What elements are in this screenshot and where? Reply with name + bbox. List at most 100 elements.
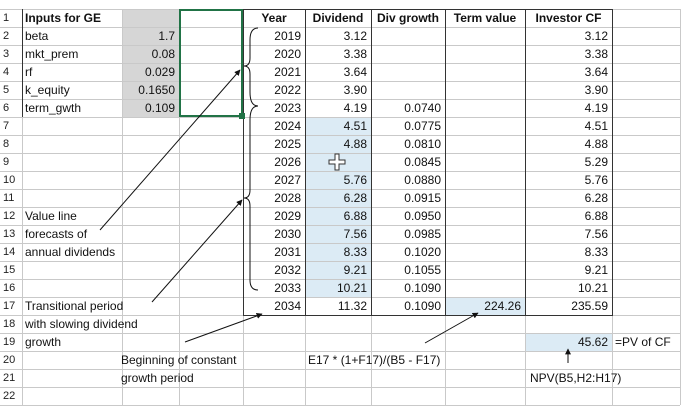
row-number[interactable]: 20 <box>3 354 16 366</box>
dividend-cell[interactable]: 3.38 <box>343 47 367 61</box>
investor-cf-cell[interactable]: 235.59 <box>571 299 608 313</box>
row-number[interactable]: 17 <box>3 300 16 312</box>
row-number[interactable]: 8 <box>3 138 10 150</box>
dividend-cell[interactable]: 3.12 <box>343 29 367 43</box>
investor-cf-cell[interactable]: 6.28 <box>584 191 608 205</box>
row-number[interactable]: 7 <box>3 120 10 132</box>
div-growth-cell[interactable]: 0.1090 <box>404 281 441 295</box>
year-cell[interactable]: 2028 <box>274 191 301 205</box>
row-number[interactable]: 4 <box>3 66 10 78</box>
term-value-cell[interactable]: 224.26 <box>484 299 521 313</box>
investor-cf-cell[interactable]: 7.56 <box>584 227 608 241</box>
div-growth-cell[interactable]: 0.0880 <box>404 173 441 187</box>
div-growth-cell[interactable]: 0.1020 <box>404 245 441 259</box>
investor-cf-cell[interactable]: 3.90 <box>584 83 608 97</box>
input-label[interactable]: mkt_prem <box>25 47 79 61</box>
div-growth-cell[interactable]: 0.0915 <box>404 191 441 205</box>
year-cell[interactable]: 2027 <box>274 173 301 187</box>
input-value[interactable]: 0.1650 <box>138 83 175 97</box>
dividend-cell[interactable]: 10.21 <box>336 281 367 295</box>
row-number[interactable]: 2 <box>3 30 10 42</box>
year-cell[interactable]: 2022 <box>274 83 301 97</box>
row-number[interactable]: 5 <box>3 84 10 96</box>
row-number[interactable]: 14 <box>3 246 16 258</box>
div-growth-cell[interactable]: 0.0985 <box>404 227 441 241</box>
investor-cf-cell[interactable]: 4.51 <box>584 119 608 133</box>
investor-cf-cell[interactable]: 5.76 <box>584 173 608 187</box>
row-number[interactable]: 15 <box>3 264 16 276</box>
dividend-cell[interactable]: 4.88 <box>343 137 367 151</box>
div-growth-cell[interactable]: 0.1090 <box>404 299 441 313</box>
year-cell[interactable]: 2033 <box>274 281 301 295</box>
year-cell[interactable]: 2032 <box>274 263 301 277</box>
input-value[interactable]: 0.109 <box>144 101 175 115</box>
row-number[interactable]: 11 <box>3 192 15 204</box>
div-growth-cell[interactable]: 0.0845 <box>404 155 441 169</box>
year-cell[interactable]: 2026 <box>274 155 301 169</box>
row-number[interactable]: 3 <box>3 48 10 60</box>
div-growth-cell[interactable]: 0.0775 <box>404 119 441 133</box>
investor-cf-cell[interactable]: 3.12 <box>584 29 608 43</box>
investor-cf-cell[interactable]: 9.21 <box>584 263 608 277</box>
investor-cf-cell[interactable]: 5.29 <box>584 155 608 169</box>
row-number[interactable]: 1 <box>3 12 10 24</box>
year-cell[interactable]: 2034 <box>274 299 301 313</box>
investor-cf-cell[interactable]: 3.64 <box>584 65 608 79</box>
row-number[interactable]: 6 <box>3 102 10 114</box>
row-number[interactable]: 19 <box>3 336 16 348</box>
year-cell[interactable]: 2024 <box>274 119 301 133</box>
dividend-cell[interactable]: 6.88 <box>343 209 367 223</box>
row-number[interactable]: 10 <box>3 174 16 186</box>
dividend-cell[interactable]: 6.28 <box>343 191 367 205</box>
year-cell[interactable]: 2031 <box>274 245 301 259</box>
dividend-cell[interactable]: 8.33 <box>343 245 367 259</box>
div-growth-cell[interactable]: 0.0950 <box>404 209 441 223</box>
year-cell[interactable]: 2023 <box>274 101 301 115</box>
investor-cf-cell[interactable]: 4.19 <box>584 101 608 115</box>
gridline-row <box>0 369 680 370</box>
investor-cf-cell[interactable]: 10.21 <box>577 281 608 295</box>
dividend-cell[interactable]: 4.19 <box>343 101 367 115</box>
div-growth-cell[interactable]: 0.0740 <box>404 101 441 115</box>
year-cell[interactable]: 2021 <box>274 65 301 79</box>
row-number[interactable]: 16 <box>3 282 16 294</box>
crosshair-cursor-icon <box>328 153 346 171</box>
investor-cf-cell[interactable]: 3.38 <box>584 47 608 61</box>
div-growth-cell[interactable]: 0.0810 <box>404 137 441 151</box>
term-value-formula: E17 * (1+F17)/(B5 - F17) <box>308 353 441 367</box>
input-label[interactable]: k_equity <box>25 83 70 97</box>
investor-cf-cell[interactable]: 8.33 <box>584 245 608 259</box>
dividend-cell[interactable]: 4.51 <box>343 119 367 133</box>
input-label[interactable]: term_gwth <box>25 101 82 115</box>
input-label[interactable]: rf <box>25 65 33 79</box>
input-label[interactable]: beta <box>25 29 49 43</box>
row-number[interactable]: 13 <box>3 228 16 240</box>
input-value[interactable]: 1.7 <box>158 29 175 43</box>
dividend-cell[interactable]: 7.56 <box>343 227 367 241</box>
value-line-arrow <box>99 69 241 231</box>
selected-cell-outline[interactable] <box>179 9 243 117</box>
input-value[interactable]: 0.08 <box>151 47 175 61</box>
div-growth-cell[interactable]: 0.1055 <box>404 263 441 277</box>
year-cell[interactable]: 2025 <box>274 137 301 151</box>
fill-handle[interactable] <box>239 113 245 119</box>
dividend-cell[interactable]: 3.64 <box>343 65 367 79</box>
investor-cf-cell[interactable]: 6.88 <box>584 209 608 223</box>
dividend-cell[interactable]: 5.76 <box>343 173 367 187</box>
year-cell[interactable]: 2020 <box>274 47 301 61</box>
gridline-row <box>0 153 680 154</box>
year-cell[interactable]: 2029 <box>274 209 301 223</box>
row-number[interactable]: 18 <box>3 318 16 330</box>
investor-cf-cell[interactable]: 4.88 <box>584 137 608 151</box>
dividend-cell[interactable]: 9.21 <box>343 263 367 277</box>
dividend-cell[interactable]: 3.90 <box>343 83 367 97</box>
row-number[interactable]: 12 <box>3 210 16 222</box>
row-number[interactable]: 21 <box>3 372 16 384</box>
row-number[interactable]: 22 <box>3 390 16 402</box>
year-cell[interactable]: 2019 <box>274 29 301 43</box>
row-number[interactable]: 9 <box>3 156 10 168</box>
year-cell[interactable]: 2030 <box>274 227 301 241</box>
dividend-cell[interactable]: 11.32 <box>337 299 367 313</box>
input-value[interactable]: 0.029 <box>144 65 175 79</box>
